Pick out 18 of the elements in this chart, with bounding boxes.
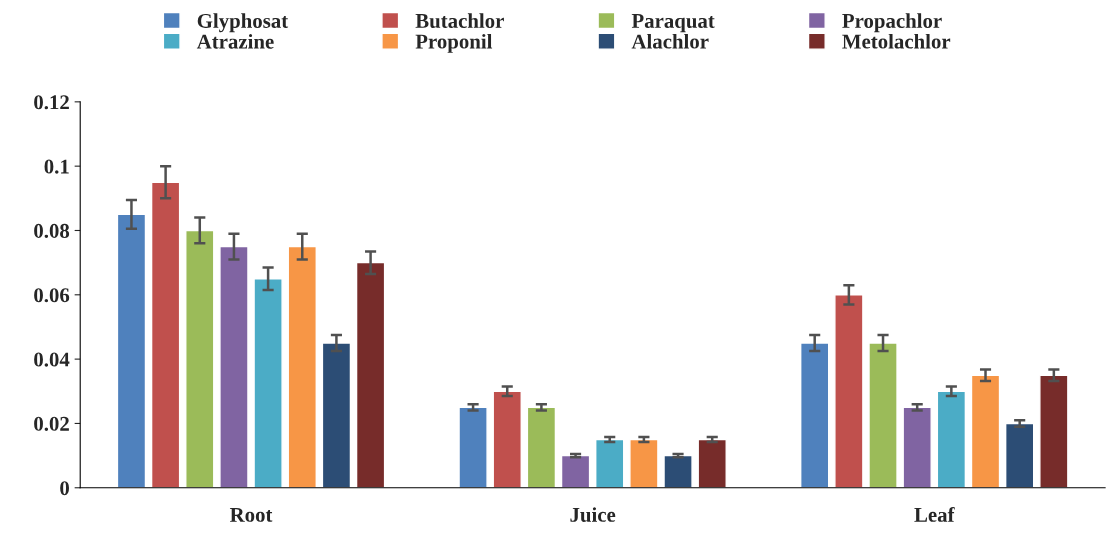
legend-label: Metolachlor [842,33,951,49]
y-tick-label: 0 [60,481,69,496]
legend-label: Proponil [415,33,493,53]
y-tick-label: 0.08 [34,223,70,238]
y-tick-label: 0.06 [34,288,70,303]
x-tick-label: Root [229,508,273,522]
legend-label: Glyphosat [197,13,289,33]
legend-label: Paraquat [631,14,715,33]
legend-label: Butachlor [415,13,504,28]
y-tick-label: 0.12 [34,95,69,110]
y-tick-label: 0.04 [34,352,70,367]
x-tick-label: Juice [570,507,616,522]
legend-label: Atrazine [196,34,274,49]
legend-label: Propachlor [842,13,942,33]
legend-label: Alachlor [631,33,709,49]
y-tick-label: 0.1 [44,159,69,174]
x-tick-label: Leaf [914,506,955,522]
y-tick-label: 0.02 [34,416,69,431]
